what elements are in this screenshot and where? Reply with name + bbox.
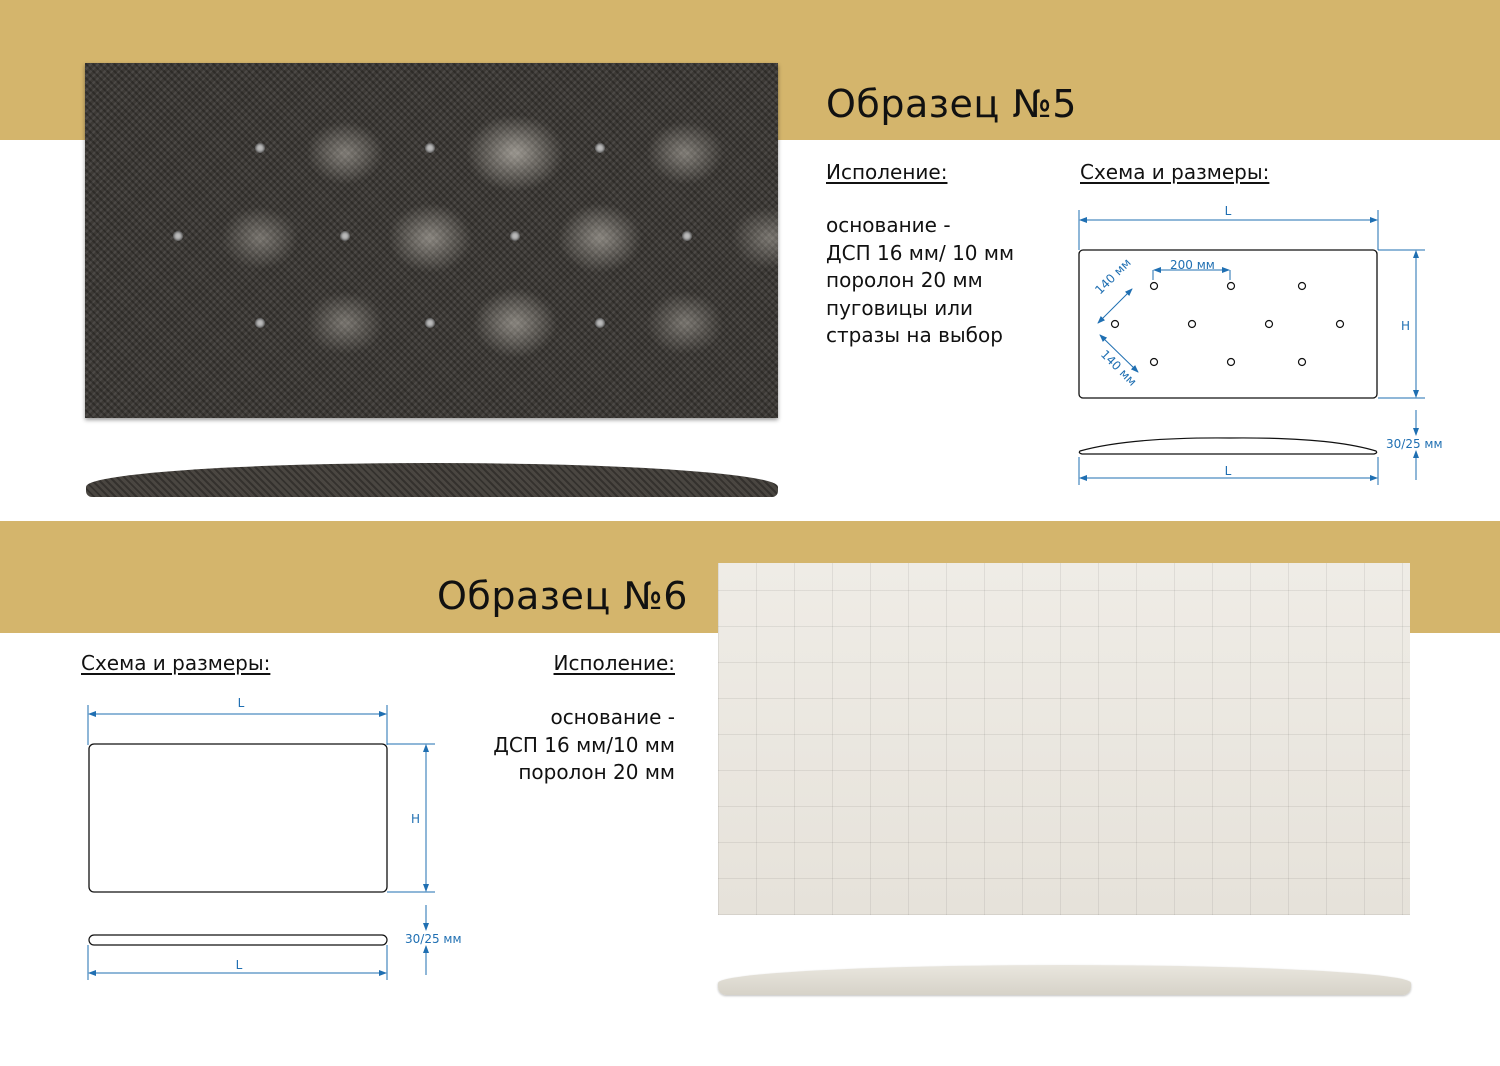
spec-line: основание - xyxy=(550,705,675,729)
sample6-side-photo xyxy=(718,965,1411,995)
sample5-title: Образец №5 xyxy=(826,82,1077,126)
sample5-spec-heading: Исполение: xyxy=(826,160,948,184)
spec-line: пуговицы или xyxy=(826,295,973,320)
dim-length-label: L xyxy=(238,696,245,710)
sample5-diagram: L H 200 мм 140 мм 140 мм 30/25 мм L xyxy=(1078,204,1443,485)
dim-length-side-label: L xyxy=(1225,464,1232,478)
sample5-spec-list: основание - ДСП 16 мм/ 10 мм поролон 20 … xyxy=(826,212,1014,350)
sample6-diagram: L H 30/25 мм L xyxy=(87,696,462,980)
sample6-title: Образец №6 xyxy=(437,574,688,618)
sample5-panel-photo xyxy=(85,63,778,418)
dim-height-label: H xyxy=(411,812,420,826)
spec-line: ДСП 16 мм/10 мм xyxy=(493,732,675,757)
dim-thickness-label: 30/25 мм xyxy=(1386,437,1443,451)
spec-line: основание - xyxy=(826,213,951,237)
spec-line: ДСП 16 мм/ 10 мм xyxy=(826,240,1015,265)
sample6-spec-list: основание - ДСП 16 мм/10 мм поролон 20 м… xyxy=(440,704,675,787)
sample5-side-photo xyxy=(86,463,778,497)
sample6-panel-photo xyxy=(718,563,1410,915)
spec-line: поролон 20 мм xyxy=(826,268,983,292)
spec-line: стразы на выбор xyxy=(826,323,1003,347)
sample6-scheme-heading: Схема и размеры: xyxy=(81,651,271,675)
spec-line: поролон 20 мм xyxy=(518,760,675,784)
sample6-spec-heading: Исполение: xyxy=(553,651,675,675)
dim-diagonal-top-label: 140 мм xyxy=(1092,256,1134,298)
dim-thickness-label: 30/25 мм xyxy=(405,932,462,946)
dim-height-label: H xyxy=(1401,319,1410,333)
sample5-scheme-heading: Схема и размеры: xyxy=(1080,160,1270,184)
dim-button-spacing-label: 200 мм xyxy=(1170,258,1215,272)
dim-length-side-label: L xyxy=(236,958,243,972)
dim-length-label: L xyxy=(1225,204,1232,218)
